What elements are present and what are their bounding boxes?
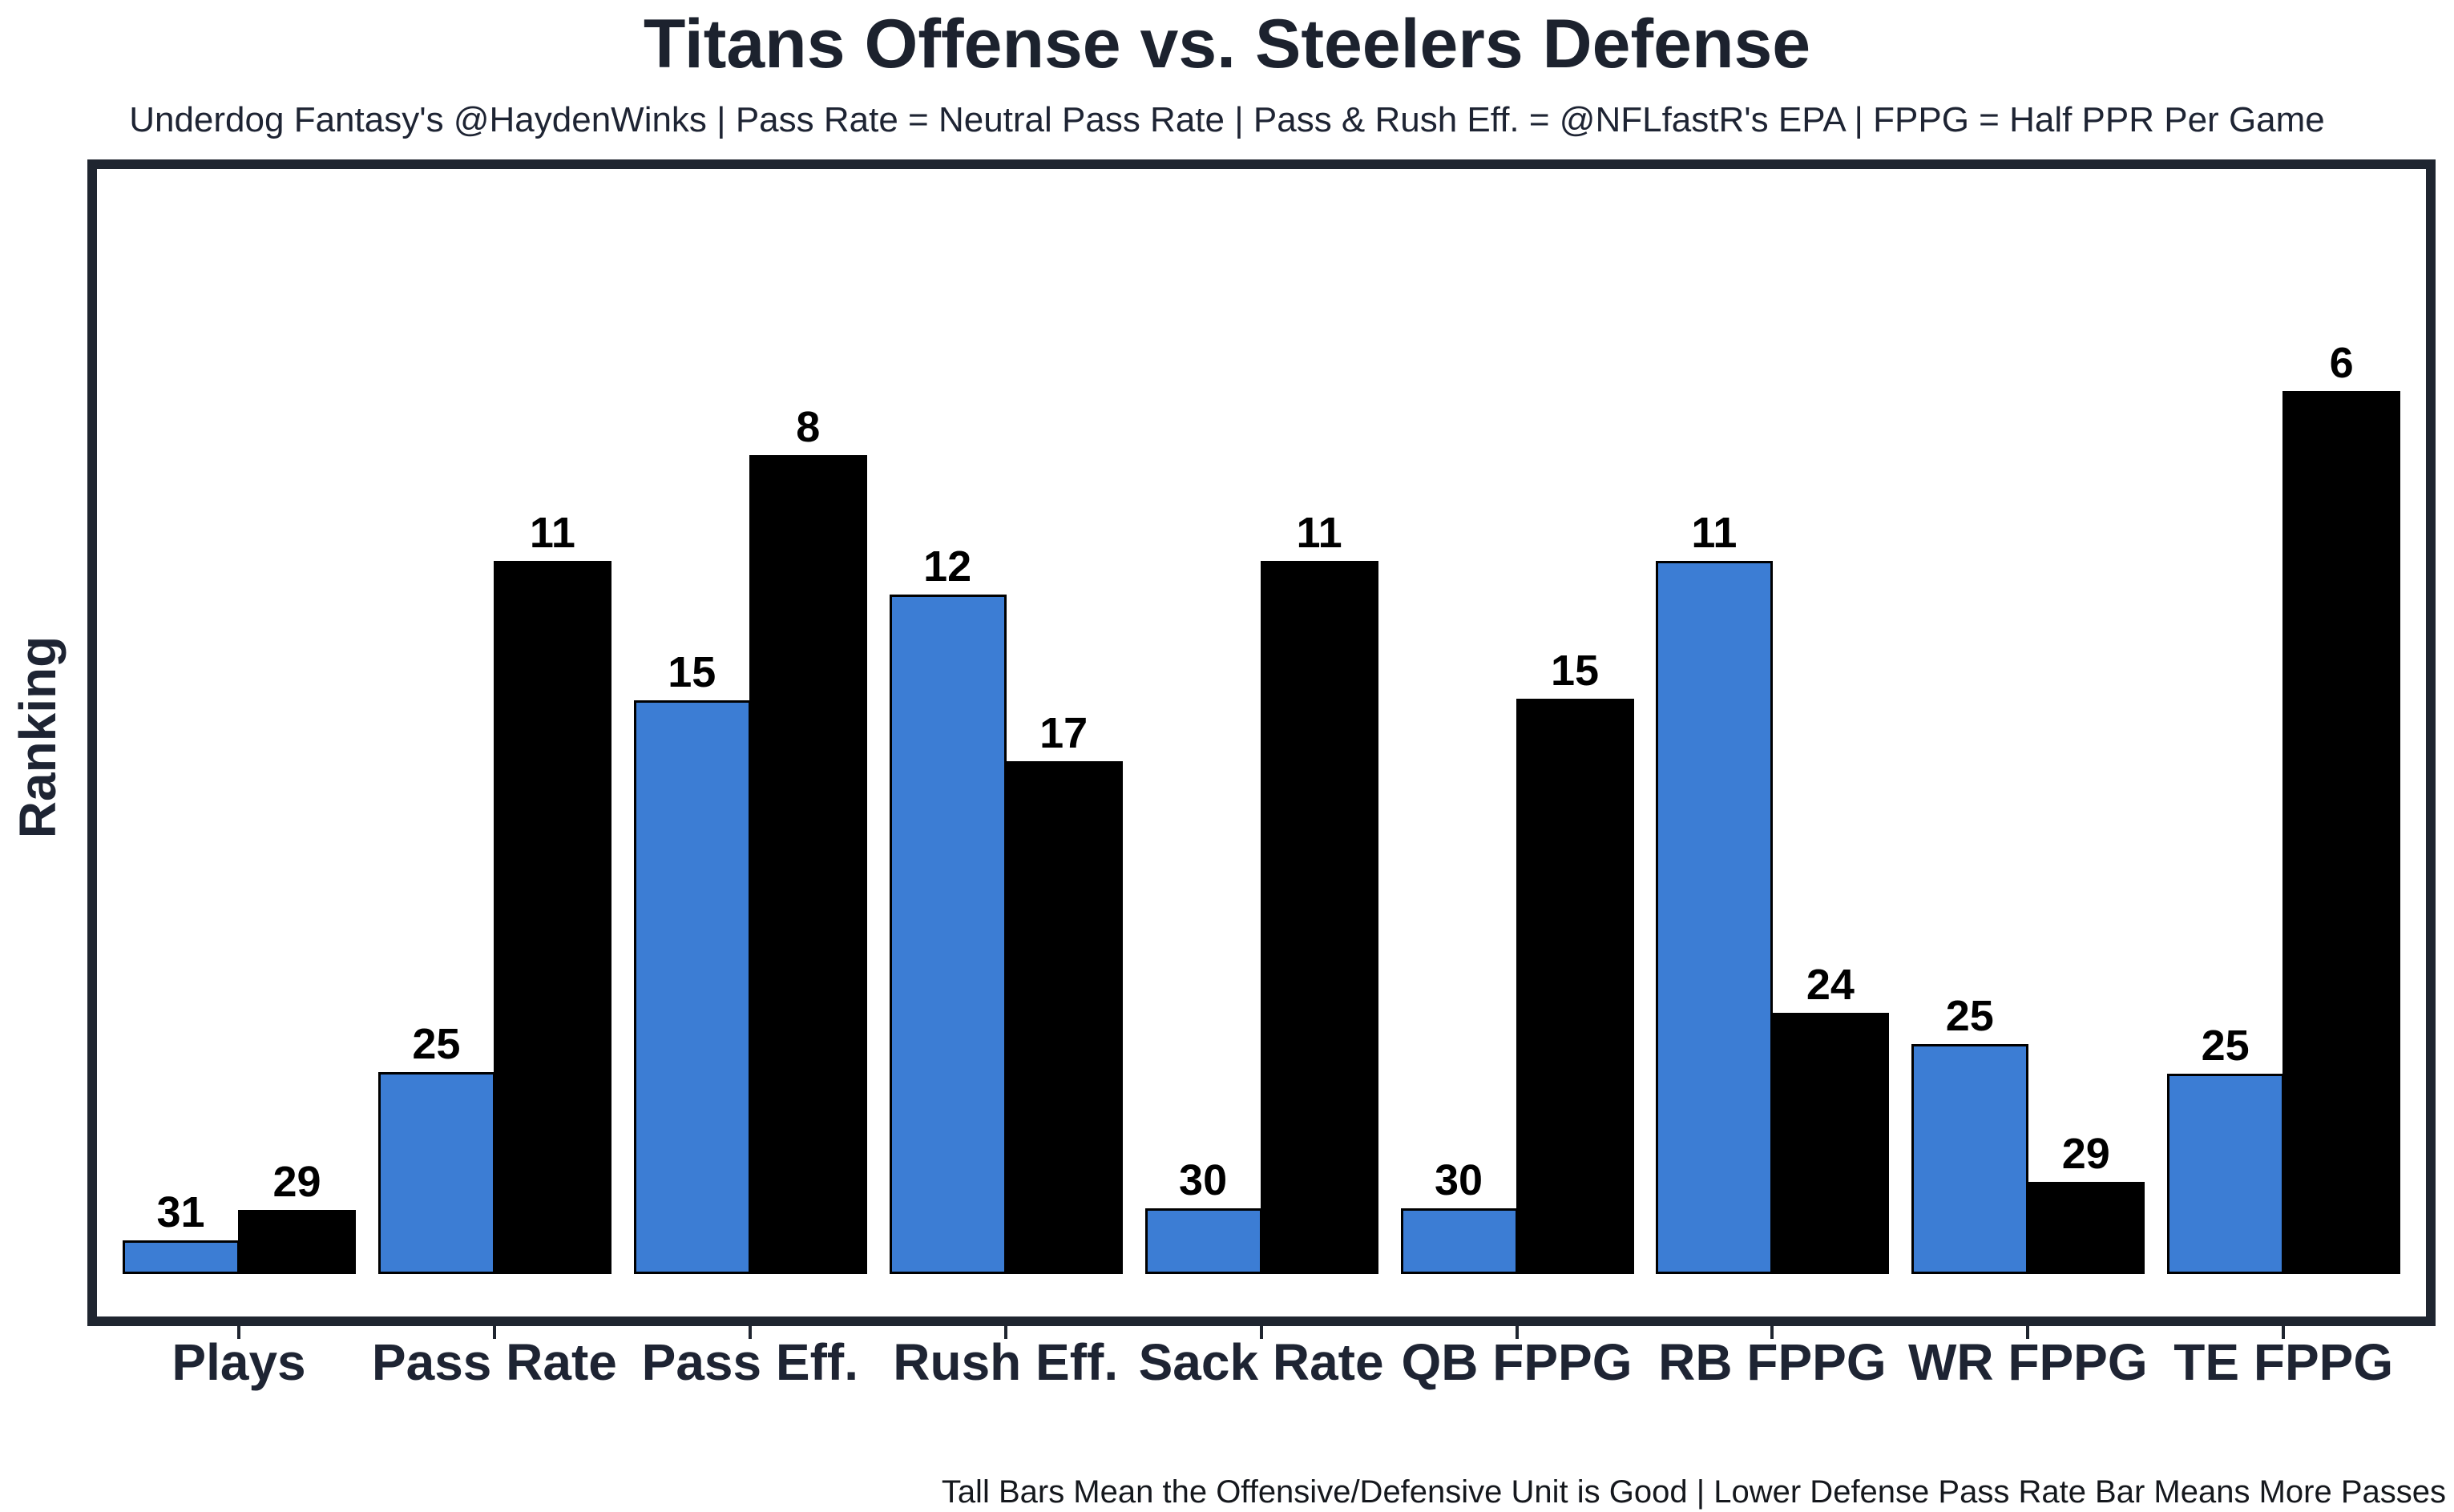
bar-value-label: 11 — [529, 509, 575, 557]
bar-value-label: 25 — [412, 1020, 461, 1068]
bar-defense-3 — [1004, 761, 1123, 1274]
bar-value-label: 25 — [2201, 1022, 2250, 1070]
x-axis-label-1: Pass Rate — [371, 1333, 617, 1391]
bar-defense-5 — [1516, 699, 1634, 1274]
x-axis-label-7: WR FPPG — [1907, 1333, 2148, 1391]
bar-offense-8 — [2167, 1074, 2285, 1274]
bar-value-label: 17 — [1039, 709, 1088, 757]
bar-value-label: 6 — [2329, 339, 2354, 387]
bar-value-label: 30 — [1434, 1156, 1483, 1204]
bar-value-label: 15 — [668, 648, 716, 696]
x-axis-label-6: RB FPPG — [1658, 1333, 1887, 1391]
bar-defense-4 — [1260, 561, 1378, 1274]
bar-value-label: 15 — [1550, 647, 1600, 695]
bar-offense-4 — [1144, 1208, 1262, 1274]
bar-defense-1 — [493, 561, 611, 1274]
x-axis-label-0: Plays — [172, 1333, 306, 1391]
bar-value-label: 31 — [156, 1188, 205, 1236]
x-axis-tick — [1515, 1326, 1519, 1339]
bar-defense-7 — [2027, 1182, 2145, 1274]
x-axis-tick — [2026, 1326, 2030, 1339]
bar-value-label: 8 — [796, 403, 821, 451]
x-axis-label-5: QB FPPG — [1401, 1333, 1633, 1391]
bar-value-label: 29 — [272, 1158, 321, 1206]
bar-value-label: 11 — [1691, 509, 1738, 557]
x-axis-tick — [1770, 1326, 1774, 1339]
x-axis-label-2: Pass Eff. — [641, 1333, 858, 1391]
x-axis-label-8: TE FPPG — [2173, 1333, 2394, 1391]
chart-title: Titans Offense vs. Steelers Defense — [643, 5, 1811, 83]
x-axis-label-3: Rush Eff. — [893, 1333, 1119, 1391]
bar-value-label: 29 — [2061, 1130, 2110, 1178]
x-axis-tick — [1003, 1326, 1007, 1339]
x-axis-tick — [237, 1326, 240, 1339]
x-axis-label-4: Sack Rate — [1138, 1333, 1384, 1391]
bar-offense-7 — [1911, 1044, 2029, 1274]
bar-value-label: 25 — [1945, 992, 1994, 1040]
bar-offense-5 — [1400, 1208, 1518, 1274]
bar-value-label: 11 — [1296, 509, 1342, 557]
bar-offense-1 — [377, 1072, 495, 1274]
bar-defense-2 — [749, 455, 867, 1274]
bar-defense-6 — [1771, 1013, 1890, 1274]
bar-offense-3 — [889, 595, 1007, 1274]
x-axis-tick — [492, 1326, 496, 1339]
bar-offense-2 — [633, 700, 751, 1274]
bar-defense-8 — [2282, 391, 2401, 1274]
bar-defense-0 — [238, 1210, 356, 1274]
chart-subtitle: Underdog Fantasy's @HaydenWinks | Pass R… — [129, 100, 2325, 139]
x-axis-tick — [748, 1326, 752, 1339]
bar-offense-6 — [1656, 561, 1774, 1274]
x-axis-tick — [1259, 1326, 1263, 1339]
chart-caption: Tall Bars Mean the Offensive/Defensive U… — [941, 1474, 2446, 1510]
bar-value-label: 30 — [1179, 1156, 1228, 1204]
bar-offense-0 — [123, 1240, 240, 1274]
bar-value-label: 24 — [1806, 961, 1855, 1009]
bar-value-label: 12 — [923, 542, 972, 591]
x-axis-tick — [2282, 1326, 2286, 1339]
